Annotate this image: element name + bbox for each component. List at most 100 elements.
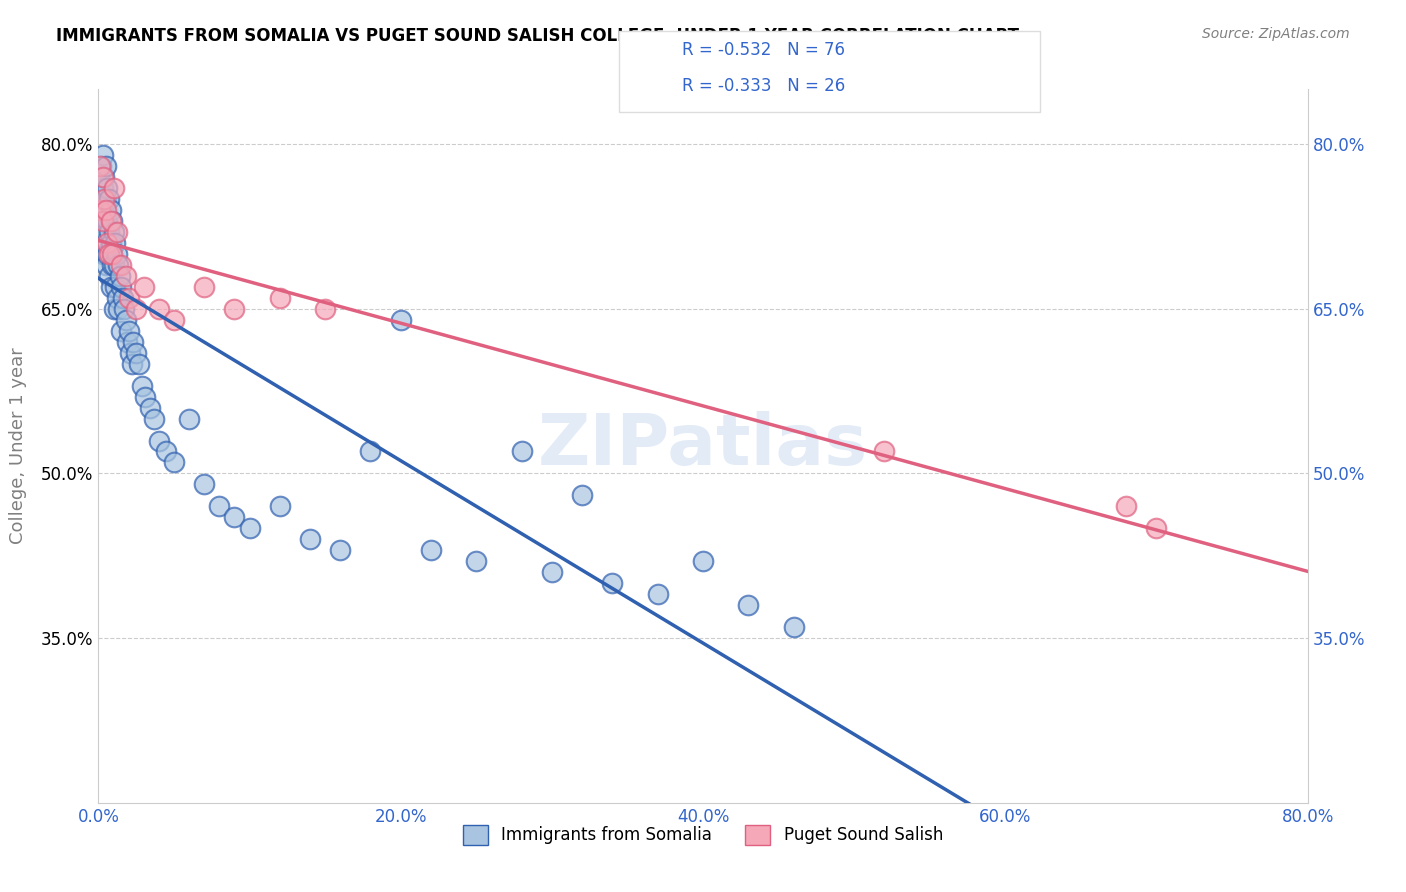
Point bbox=[269, 291, 291, 305]
Point bbox=[692, 554, 714, 568]
Point bbox=[104, 235, 127, 250]
Point bbox=[783, 620, 806, 634]
Text: R = -0.532   N = 76: R = -0.532 N = 76 bbox=[682, 41, 845, 59]
Point bbox=[91, 169, 114, 184]
Point bbox=[107, 258, 129, 272]
Point bbox=[128, 357, 150, 371]
Point bbox=[110, 280, 132, 294]
Point bbox=[98, 247, 121, 261]
Point bbox=[132, 280, 155, 294]
Y-axis label: College, Under 1 year: College, Under 1 year bbox=[10, 348, 27, 544]
Point bbox=[93, 235, 115, 250]
Point bbox=[269, 500, 291, 514]
Point bbox=[91, 181, 114, 195]
Point bbox=[602, 576, 624, 591]
Point bbox=[100, 202, 122, 217]
Point bbox=[90, 225, 112, 239]
Point bbox=[121, 357, 143, 371]
Point bbox=[148, 434, 170, 448]
Point bbox=[90, 192, 112, 206]
Point bbox=[873, 444, 896, 458]
Point bbox=[94, 258, 117, 272]
Point bbox=[103, 181, 125, 195]
Point bbox=[105, 225, 128, 239]
Point bbox=[91, 214, 114, 228]
Point bbox=[96, 214, 118, 228]
Text: Source: ZipAtlas.com: Source: ZipAtlas.com bbox=[1202, 27, 1350, 41]
Point bbox=[118, 291, 141, 305]
Point bbox=[314, 301, 336, 316]
Point bbox=[115, 334, 138, 349]
Point bbox=[103, 301, 125, 316]
Point bbox=[111, 291, 134, 305]
Point bbox=[155, 444, 177, 458]
Point bbox=[89, 169, 111, 184]
Point bbox=[94, 192, 117, 206]
Point bbox=[89, 202, 111, 217]
Legend: Immigrants from Somalia, Puget Sound Salish: Immigrants from Somalia, Puget Sound Sal… bbox=[456, 818, 950, 852]
Point bbox=[163, 312, 186, 326]
Point bbox=[96, 235, 118, 250]
Point bbox=[148, 301, 170, 316]
Point bbox=[1144, 521, 1167, 535]
Point bbox=[89, 202, 111, 217]
Point bbox=[120, 345, 142, 359]
Point bbox=[737, 598, 759, 612]
Point bbox=[100, 235, 122, 250]
Point bbox=[465, 554, 488, 568]
Point bbox=[125, 301, 148, 316]
Point bbox=[91, 148, 114, 162]
Point bbox=[98, 225, 121, 239]
Point bbox=[100, 280, 122, 294]
Point bbox=[94, 225, 117, 239]
Point bbox=[100, 214, 122, 228]
Point bbox=[110, 324, 132, 338]
Point bbox=[134, 390, 156, 404]
Point bbox=[103, 258, 125, 272]
Point bbox=[96, 247, 118, 261]
Point bbox=[510, 444, 533, 458]
Point bbox=[94, 202, 117, 217]
Point bbox=[360, 444, 382, 458]
Point bbox=[239, 521, 262, 535]
Point bbox=[143, 411, 166, 425]
Point bbox=[193, 280, 215, 294]
Point bbox=[131, 378, 153, 392]
Point bbox=[105, 291, 128, 305]
Point bbox=[139, 401, 162, 415]
Point bbox=[103, 225, 125, 239]
Point bbox=[329, 543, 352, 558]
Point bbox=[389, 312, 412, 326]
Point bbox=[125, 345, 148, 359]
Point bbox=[98, 192, 121, 206]
Point bbox=[107, 301, 129, 316]
Point bbox=[122, 334, 145, 349]
Point bbox=[101, 214, 124, 228]
Text: IMMIGRANTS FROM SOMALIA VS PUGET SOUND SALISH COLLEGE, UNDER 1 YEAR CORRELATION : IMMIGRANTS FROM SOMALIA VS PUGET SOUND S… bbox=[56, 27, 1019, 45]
Point bbox=[114, 268, 136, 283]
Point bbox=[571, 488, 593, 502]
Point bbox=[224, 301, 246, 316]
Point bbox=[101, 247, 124, 261]
Point bbox=[1115, 500, 1137, 514]
Point bbox=[179, 411, 201, 425]
Text: ZIPatlas: ZIPatlas bbox=[538, 411, 868, 481]
Point bbox=[420, 543, 443, 558]
Point bbox=[105, 247, 128, 261]
Point bbox=[93, 192, 115, 206]
Point bbox=[104, 280, 127, 294]
Point bbox=[89, 159, 111, 173]
Point bbox=[94, 159, 117, 173]
Point bbox=[98, 268, 121, 283]
Point bbox=[193, 477, 215, 491]
Point bbox=[208, 500, 231, 514]
Point bbox=[112, 301, 135, 316]
Point bbox=[114, 312, 136, 326]
Point bbox=[96, 181, 118, 195]
Point bbox=[93, 169, 115, 184]
Text: R = -0.333   N = 26: R = -0.333 N = 26 bbox=[682, 77, 845, 95]
Point bbox=[91, 247, 114, 261]
Point bbox=[90, 159, 112, 173]
Point bbox=[540, 566, 562, 580]
Point bbox=[91, 214, 114, 228]
